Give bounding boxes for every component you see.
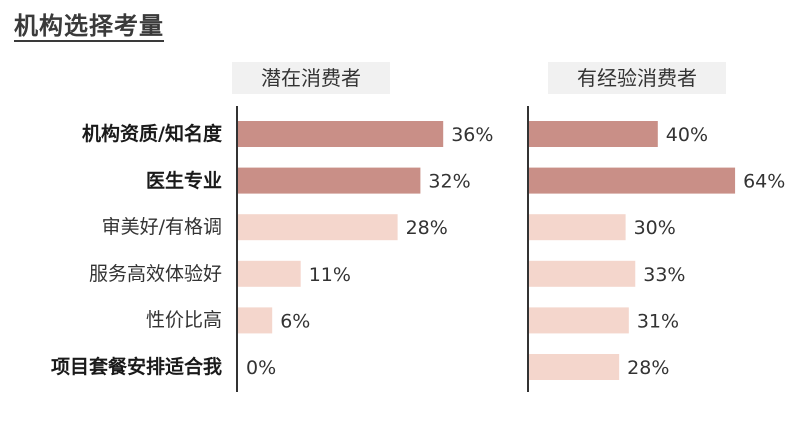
data-label: 28% — [627, 357, 669, 379]
data-label: 33% — [643, 264, 685, 286]
data-label: 36% — [451, 124, 493, 146]
data-label: 32% — [428, 171, 470, 193]
page-title: 机构选择考量 — [14, 12, 164, 40]
header-experienced-consumers: 有经验消费者 — [548, 62, 726, 94]
category-label: 项目套餐安排适合我 — [50, 356, 222, 378]
bar — [238, 167, 421, 194]
bar — [529, 307, 629, 334]
category-label: 医生专业 — [145, 169, 222, 192]
category-label: 性价比高 — [145, 309, 222, 332]
category-label: 服务高效体验好 — [88, 262, 222, 285]
bar — [529, 214, 626, 241]
bar — [529, 354, 620, 380]
data-label: 11% — [309, 264, 351, 286]
data-label: 6% — [280, 310, 310, 332]
data-label: 31% — [637, 310, 679, 332]
bar — [529, 260, 636, 287]
data-label: 40% — [666, 124, 708, 146]
category-label: 机构资质/知名度 — [82, 123, 222, 145]
bar — [529, 167, 736, 194]
data-label: 28% — [406, 217, 448, 239]
bar — [238, 260, 301, 287]
bar — [238, 121, 444, 147]
bar — [238, 307, 273, 334]
data-label: 0% — [246, 357, 276, 379]
bar — [529, 121, 658, 147]
data-label: 30% — [634, 217, 676, 239]
bar — [238, 214, 398, 241]
data-label: 64% — [743, 171, 785, 193]
header-potential-consumers: 潜在消费者 — [232, 62, 390, 94]
category-label: 审美好/有格调 — [101, 216, 222, 239]
